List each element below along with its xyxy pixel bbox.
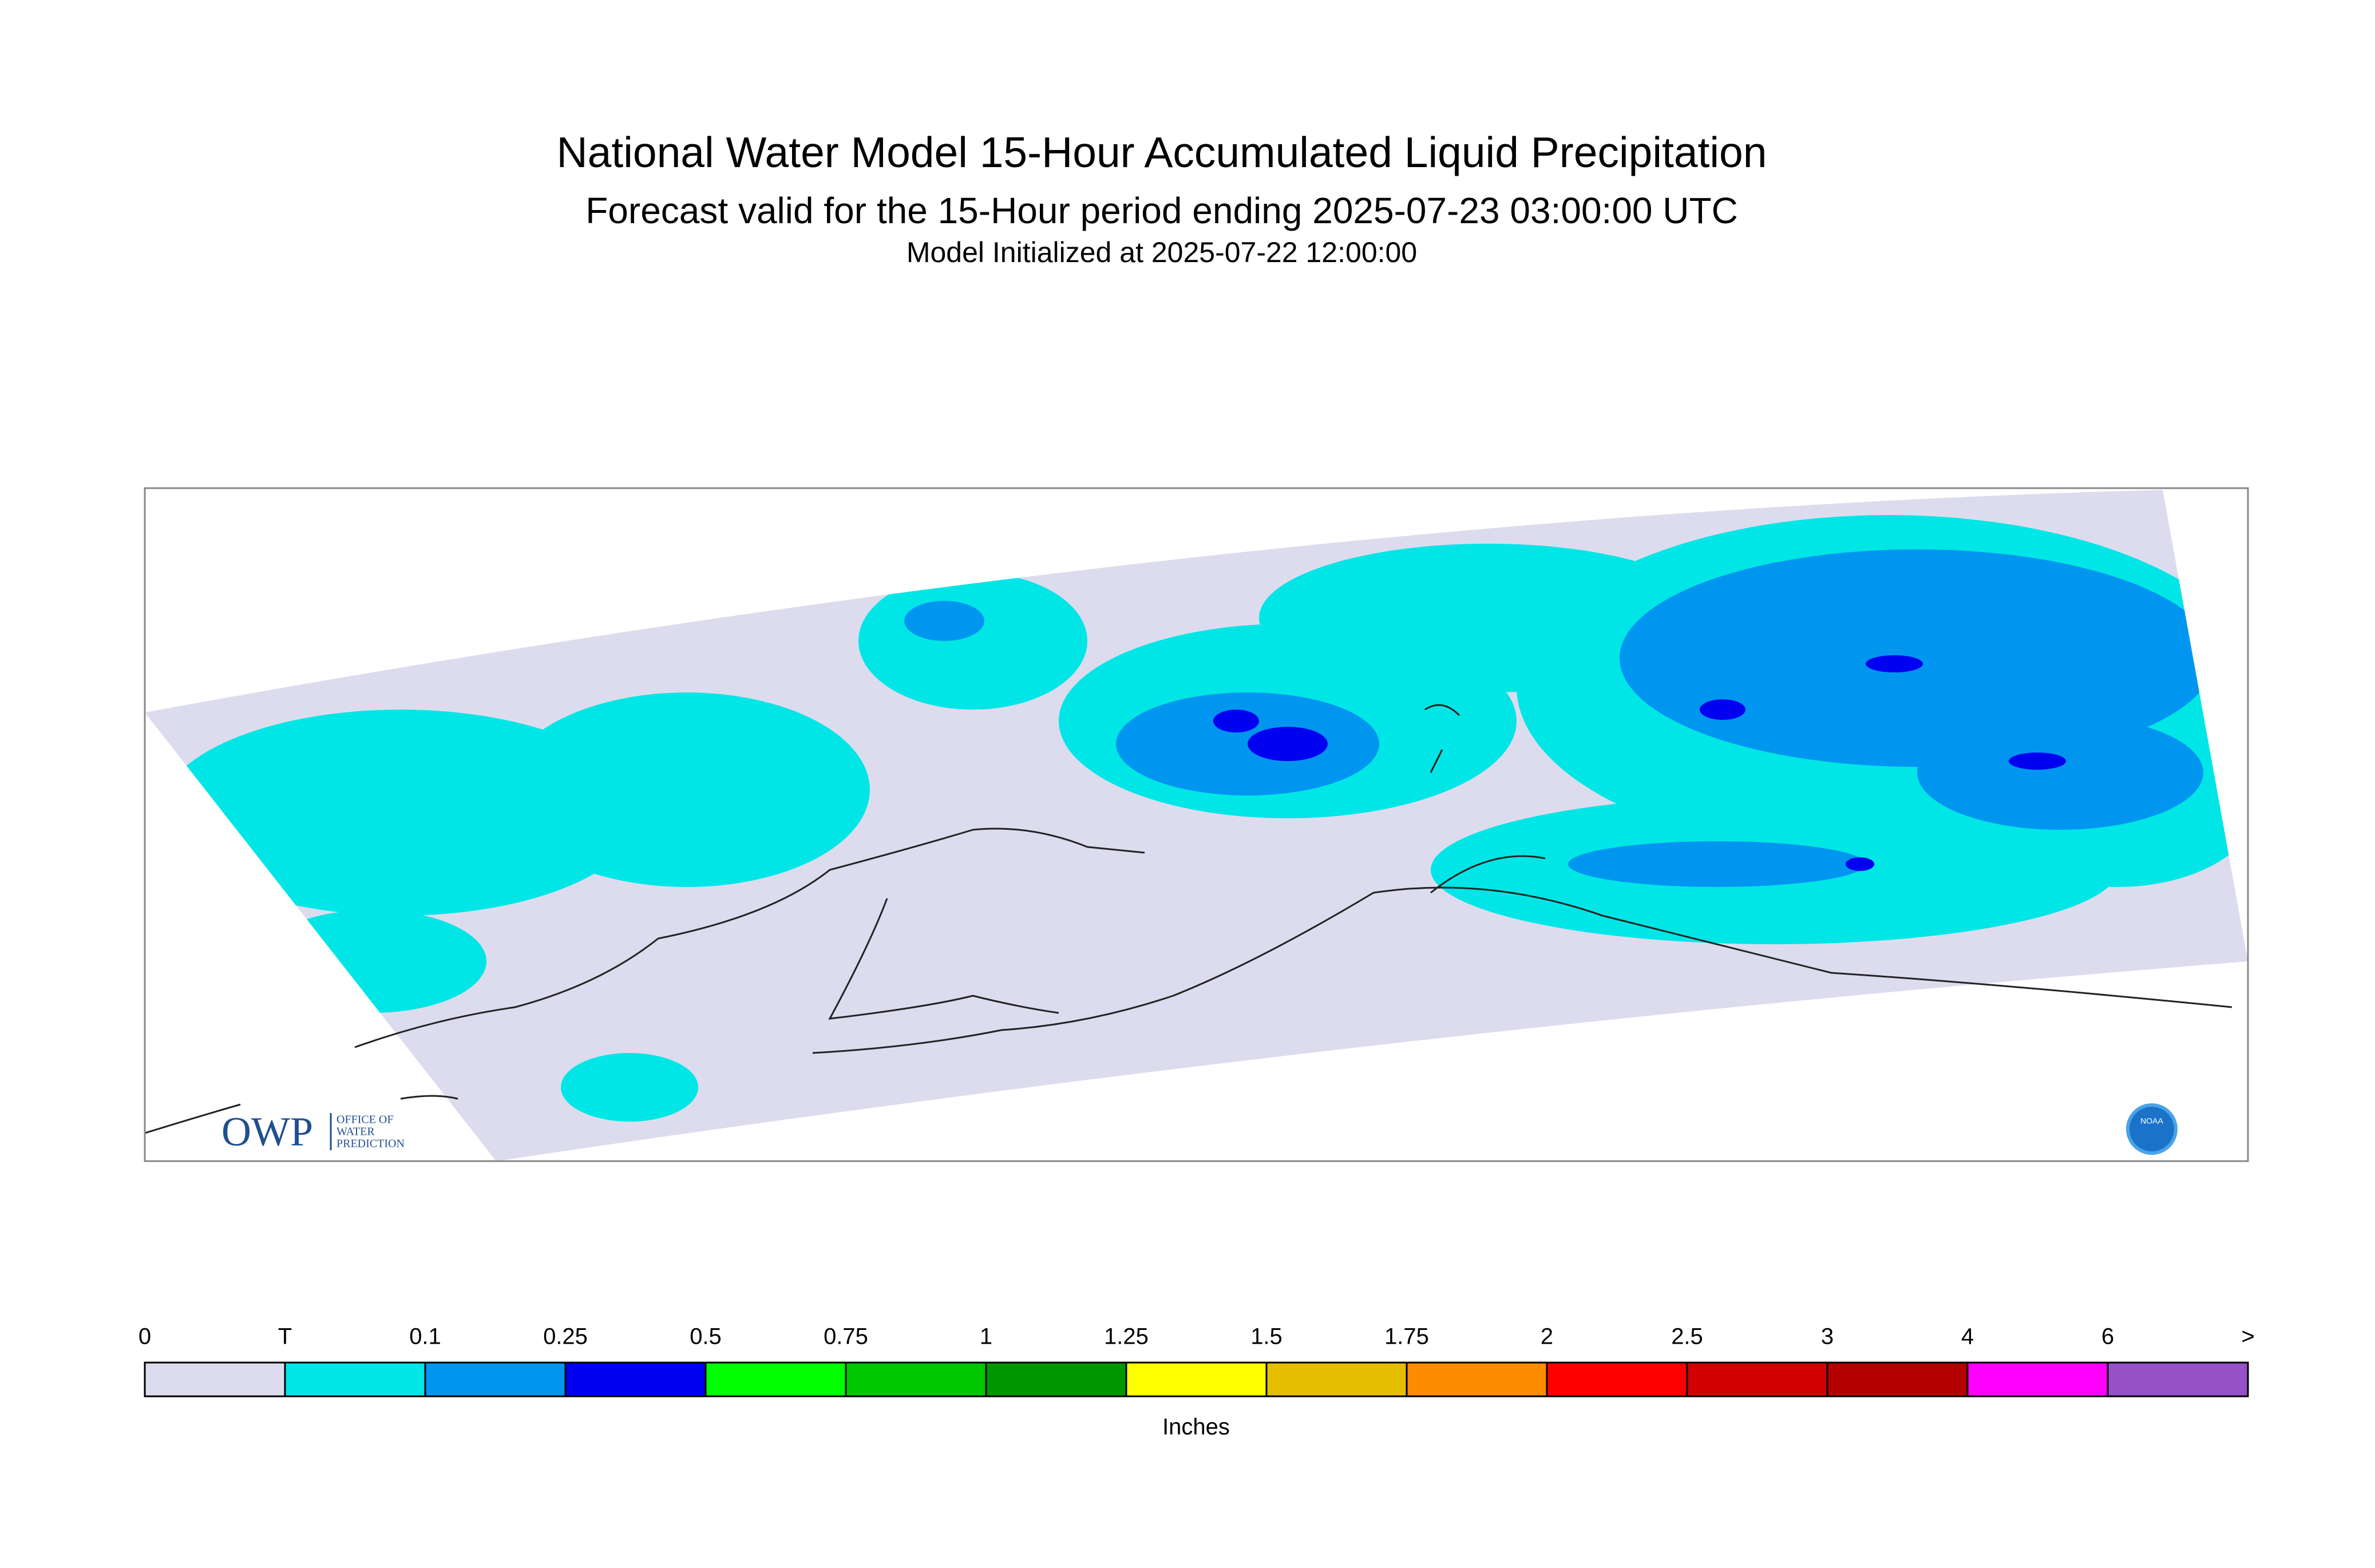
init-time: Model Initialized at 2025-07-22 12:00:00 [907, 236, 1417, 268]
noaa-logo-text: NOAA [2140, 1116, 2163, 1126]
legend-swatch [1826, 1361, 1969, 1397]
legend-swatch [284, 1361, 426, 1397]
legend-unit: Inches [1162, 1415, 1230, 1440]
legend-label: 2.5 [1671, 1324, 1703, 1349]
owp-logo-line: WATER [337, 1126, 375, 1138]
legend-swatch [564, 1361, 707, 1397]
legend-label: 0.25 [543, 1324, 588, 1349]
precip-field [160, 515, 2248, 1122]
legend-label: > [2241, 1324, 2254, 1349]
legend-label: 1.75 [1384, 1324, 1429, 1349]
legend-label: 0.1 [409, 1324, 441, 1349]
owp-logo: OWP [221, 1109, 313, 1155]
legend-swatch [1546, 1361, 1688, 1397]
legend-swatch [2107, 1361, 2249, 1397]
legend-swatch [144, 1361, 286, 1397]
legend-swatch [1686, 1361, 1828, 1397]
legend-label: T [278, 1324, 292, 1349]
legend-swatch [845, 1361, 987, 1397]
legend: 0 T 0.1 0.25 0.5 0.75 1 1.25 1.5 1.75 2 2.5 3 4 6 > [138, 1324, 2255, 1397]
owp-logo-line: PREDICTION [337, 1138, 405, 1150]
legend-swatch [424, 1361, 567, 1397]
legend-label: 1.25 [1104, 1324, 1149, 1349]
legend-swatch [985, 1361, 1127, 1397]
legend-swatch [1125, 1361, 1268, 1397]
legend-swatch [704, 1361, 847, 1397]
legend-label: 0.75 [824, 1324, 868, 1349]
legend-label: 2 [1541, 1324, 1553, 1349]
legend-label: 3 [1821, 1324, 1834, 1349]
legend-label: 1.5 [1250, 1324, 1282, 1349]
legend-swatch [1966, 1361, 2109, 1397]
noaa-logo [2126, 1103, 2178, 1155]
legend-swatch [1406, 1361, 1548, 1397]
subtitle: Forecast valid for the 15-Hour period en… [585, 190, 1738, 231]
legend-label: 0.5 [690, 1324, 722, 1349]
map-frame [144, 487, 2249, 1162]
legend-label: 6 [2101, 1324, 2114, 1349]
coastline [144, 704, 2232, 1134]
legend-label: 4 [1961, 1324, 1974, 1349]
legend-swatch [1265, 1361, 1408, 1397]
legend-label: 0 [138, 1324, 151, 1349]
title: National Water Model 15-Hour Accumulated… [557, 128, 1767, 176]
legend-label: 1 [980, 1324, 992, 1349]
owp-logo-line: OFFICE OF [337, 1114, 393, 1126]
